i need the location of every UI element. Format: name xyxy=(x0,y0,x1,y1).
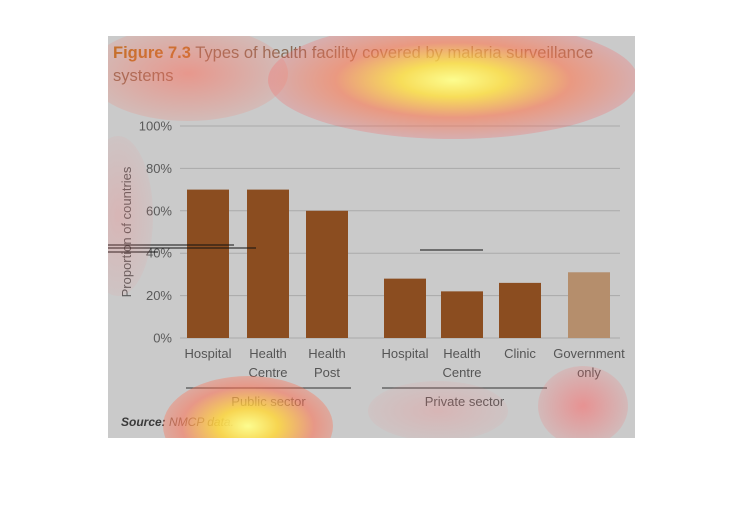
source-text: NMCP data. xyxy=(165,415,234,429)
y-tick-label: 60% xyxy=(146,203,172,218)
source-note: Source: NMCP data. xyxy=(121,415,234,429)
category-label: Government only xyxy=(553,346,625,380)
bar xyxy=(187,189,229,338)
category-label: Health Post xyxy=(308,346,346,380)
category-label: Health Centre xyxy=(248,346,287,380)
group-label: Public sector xyxy=(231,394,306,409)
category-label: Health Centre xyxy=(442,346,481,380)
bar xyxy=(441,291,483,338)
y-axis-label: Proportion of countries xyxy=(119,166,134,297)
y-tick-label: 20% xyxy=(146,288,172,303)
y-tick-label: 80% xyxy=(146,161,172,176)
group-label: Private sector xyxy=(425,394,505,409)
bar xyxy=(499,282,541,338)
bar xyxy=(384,278,426,338)
category-label: Hospital xyxy=(185,346,232,361)
figure-number: Figure 7.3 xyxy=(113,44,191,62)
y-tick-label: 0% xyxy=(153,331,172,346)
figure-panel: 0% 20% 40% 60% 80% 100% Proportion of countrie… xyxy=(108,36,635,438)
bar-chart: 0% 20% 40% 60% 80% 100% Proportion of countrie… xyxy=(108,119,625,409)
figure-title: Figure 7.3 Types of health facility cove… xyxy=(113,42,628,88)
bar xyxy=(247,189,289,338)
y-tick-label: 100% xyxy=(139,119,173,134)
bar xyxy=(306,210,348,338)
category-label: Hospital xyxy=(382,346,429,361)
y-tick-label: 40% xyxy=(146,246,172,261)
category-label: Clinic xyxy=(504,346,536,361)
bar xyxy=(568,272,610,338)
source-label: Source: xyxy=(121,415,166,429)
